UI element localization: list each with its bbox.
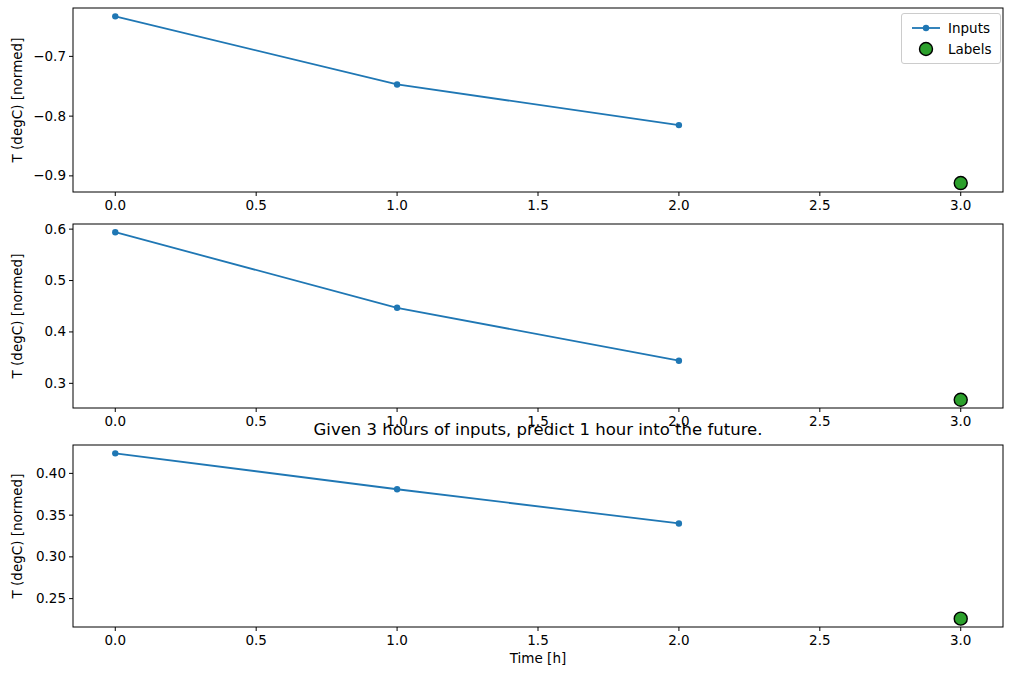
chart-svg: 0.0 0.5 1.0 1.5 2.0 2.5 3.0 −0.9 −0.8 −0.7 0.0 0.5 1… — [0, 0, 1012, 679]
subplot-2-y-tick-label: 0.6 — [45, 221, 66, 237]
subplot-2-inputs-marker — [394, 305, 400, 311]
subplot-2-x-tick-label: 2.5 — [809, 413, 830, 429]
subplot-3-y-tick-label: 0.30 — [36, 548, 66, 564]
subplot-2-x-tick-label: 3.0 — [950, 413, 971, 429]
subplot-1-x-tick-label: 0.0 — [105, 197, 126, 213]
subplot-3-y-tick-label: 0.40 — [36, 465, 66, 481]
subplot-1-x-tick-label: 2.5 — [809, 197, 830, 213]
subplot-2-inputs-marker — [676, 358, 682, 364]
figure-title: Given 3 hours of inputs, predict 1 hour … — [314, 420, 763, 439]
subplot-2-x-tick-label: 0.0 — [105, 413, 126, 429]
y-axis-label-subplot-1: T (degC) [normed] — [9, 38, 25, 163]
subplot-3-x-tick-label: 0.5 — [245, 632, 266, 648]
subplot-2-y-tick-label: 0.4 — [45, 323, 66, 339]
subplot-1-x-tick-label: 1.0 — [386, 197, 407, 213]
subplot-1-inputs-marker — [112, 13, 118, 19]
subplot-3-label-point — [954, 612, 967, 625]
subplot-3-y-tick-label: 0.35 — [36, 507, 66, 523]
inputs-line-icon — [911, 21, 941, 35]
subplot-1-y-tick-label: −0.9 — [33, 167, 66, 183]
subplot-1-inputs-marker — [676, 122, 682, 128]
inputs-dot-sample — [923, 25, 929, 31]
subplot-3-x-tick-label: 3.0 — [950, 632, 971, 648]
subplot-3-x-tick-label: 1.5 — [527, 632, 548, 648]
subplot-1-x-tick-label: 1.5 — [527, 197, 548, 213]
subplot-3-x-tick-label: 2.0 — [668, 632, 689, 648]
legend-label-labels: Labels — [948, 41, 991, 57]
subplot-2-label-point — [954, 393, 967, 406]
matplotlib-figure: 0.0 0.5 1.0 1.5 2.0 2.5 3.0 −0.9 −0.8 −0.7 0.0 0.5 1… — [0, 0, 1012, 679]
subplot-3-inputs-marker — [676, 520, 682, 526]
subplot-1-x-tick-label: 3.0 — [950, 197, 971, 213]
labels-circle-icon — [911, 41, 941, 57]
subplot-1-x-tick-label: 2.0 — [668, 197, 689, 213]
y-axis-label-subplot-3: T (degC) [normed] — [9, 474, 25, 599]
legend-item-labels: Labels — [911, 39, 991, 59]
legend-item-inputs: Inputs — [911, 18, 991, 38]
subplot-1-x-tick-label: 0.5 — [245, 197, 266, 213]
subplot-1-axes-box — [73, 8, 1003, 192]
subplot-2-x-tick-label: 0.5 — [245, 413, 266, 429]
subplot-1-y-tick-label: −0.8 — [33, 108, 66, 124]
subplot-2-axes-box — [73, 224, 1003, 408]
subplot-3-inputs-marker — [112, 450, 118, 456]
subplot-2-inputs-marker — [112, 229, 118, 235]
y-axis-label-subplot-2: T (degC) [normed] — [9, 254, 25, 379]
subplot-1-inputs-marker — [394, 81, 400, 87]
subplot-1-y-tick-label: −0.7 — [33, 48, 66, 64]
subplot-3-inputs-marker — [394, 486, 400, 492]
subplot-1-label-point — [954, 177, 967, 190]
subplot-2-y-tick-label: 0.3 — [45, 375, 66, 391]
subplot-3-y-tick-label: 0.25 — [36, 590, 66, 606]
subplot-2-y-tick-label: 0.5 — [45, 272, 66, 288]
x-axis-label: Time [h] — [510, 650, 566, 666]
legend-label-inputs: Inputs — [948, 20, 990, 36]
subplot-3-x-tick-label: 1.0 — [386, 632, 407, 648]
legend: Inputs Labels — [901, 13, 1001, 64]
subplot-3-x-tick-label: 2.5 — [809, 632, 830, 648]
subplot-3-axes-box — [73, 445, 1003, 627]
labels-circle-sample — [920, 43, 933, 56]
subplot-3-x-tick-label: 0.0 — [105, 632, 126, 648]
